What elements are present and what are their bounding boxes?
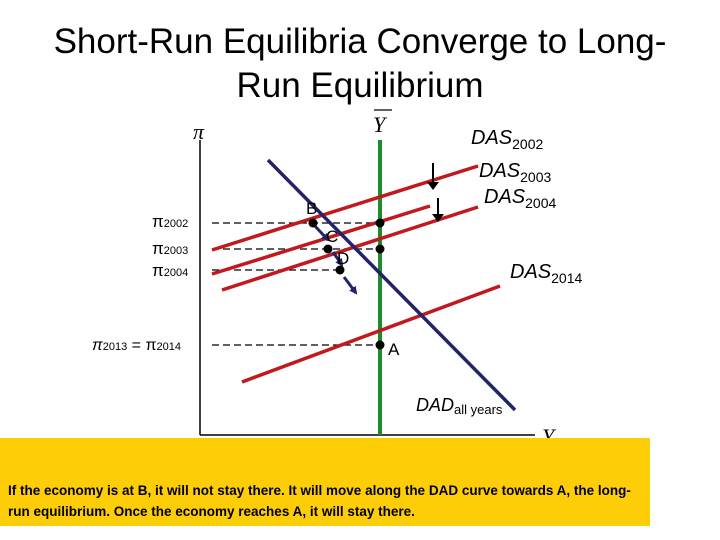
dad-arrow-c-d — [331, 251, 344, 267]
pi-2003-label: π2003 — [152, 239, 188, 258]
das-2014-label: DAS2014 — [510, 261, 582, 286]
pi-equality-label: π2013 = π2014 — [92, 337, 181, 354]
das-2004-curve — [221, 205, 479, 292]
point-a-label: A — [388, 340, 400, 359]
point-b-dot — [308, 218, 318, 228]
dad-curve — [266, 158, 517, 412]
caption-text: If the economy is at B, it will not stay… — [8, 483, 631, 519]
point-a-dot — [375, 340, 385, 350]
das-2002-label: DAS2002 — [471, 127, 543, 152]
das-2003-label: DAS2003 — [479, 160, 551, 185]
das-2004-label: DAS2004 — [484, 186, 556, 211]
shift-arrow-2-head — [432, 214, 444, 222]
point-c-label: C — [326, 227, 338, 246]
pi-2004-label: π2004 — [152, 261, 188, 280]
dad-arrow-d-a — [342, 276, 358, 295]
slide-title: Short-Run Equilibria Converge to Long-Ru… — [53, 22, 667, 105]
point-b-label: B — [306, 199, 317, 218]
das-2003-lrp-dot — [375, 244, 385, 254]
das-2014-curve — [241, 284, 501, 384]
point-d-label: D — [337, 249, 349, 268]
point-c-dot — [323, 244, 333, 254]
das-2002-lrp-dot — [375, 218, 385, 228]
point-d-dot — [335, 265, 345, 275]
shift-arrow-1-head — [427, 182, 439, 190]
pi-2002-label: π2002 — [152, 212, 188, 231]
dad-arrow-b-c — [312, 223, 330, 242]
y-axis-label: π — [193, 119, 205, 144]
dad-label: DADall years — [416, 395, 503, 417]
potential-output-label: Y — [373, 112, 388, 137]
caption-box: If the economy is at B, it will not stay… — [0, 438, 650, 526]
